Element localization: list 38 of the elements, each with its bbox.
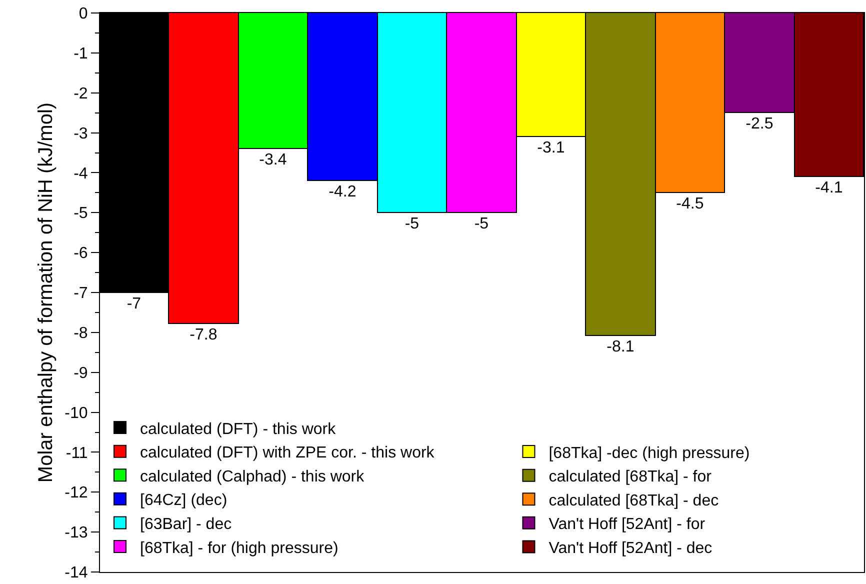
- y-tick-label: -3: [74, 125, 88, 142]
- legend-label: calculated [68Tka] - for: [548, 468, 712, 486]
- data-label: -2.5: [746, 116, 774, 132]
- data-label: -8.1: [606, 338, 634, 356]
- legend-label: [68Tka] - for (high pressure): [140, 540, 338, 557]
- legend-label: [63Bar] - dec: [140, 516, 232, 533]
- y-tick-label: -11: [66, 444, 88, 462]
- y-tick-label: -12: [64, 484, 88, 502]
- data-label: -3.4: [259, 152, 287, 168]
- data-label: -4.2: [328, 184, 356, 200]
- data-label: -4.5: [676, 196, 704, 212]
- data-label: -7: [126, 296, 142, 312]
- data-label: -3.1: [537, 140, 565, 156]
- y-axis-title: Molar enthalpy of formation of NiH (kJ/mol): [35, 102, 58, 483]
- data-label: -5: [404, 216, 420, 232]
- y-tick-label: -2: [74, 85, 88, 102]
- legend-label: [64Cz] (dec): [140, 492, 228, 510]
- y-tick-label: -10: [64, 404, 88, 422]
- y-tick-label: -7: [74, 285, 88, 302]
- y-tick-label: -14: [64, 564, 88, 582]
- y-tick-label: -13: [64, 524, 88, 542]
- legend-label: calculated (DFT) - this work: [140, 420, 337, 438]
- y-tick-label: -5: [74, 205, 88, 222]
- data-label: -4.1: [815, 180, 843, 196]
- legend-label: [68Tka] -dec (high pressure): [548, 444, 750, 462]
- data-label: -7.8: [190, 326, 218, 344]
- y-tick-label: -8: [74, 325, 88, 342]
- legend-label: calculated [68Tka] - dec: [548, 492, 719, 510]
- legend-label: calculated (Calphad) - this work: [140, 468, 366, 486]
- y-tick-label: -9: [74, 364, 88, 382]
- legend-label: calculated (DFT) with ZPE cor. - this work: [140, 444, 436, 462]
- data-label: -5: [474, 216, 489, 232]
- y-tick-label: -1: [74, 46, 88, 63]
- y-tick-label: -6: [74, 245, 88, 262]
- legend-label: Van't Hoff [52Ant] - for: [548, 516, 706, 534]
- legend-label: Van't Hoff [52Ant] - dec: [548, 540, 712, 557]
- y-tick-label: -4: [74, 165, 88, 182]
- y-tick-label: 0: [78, 6, 88, 23]
